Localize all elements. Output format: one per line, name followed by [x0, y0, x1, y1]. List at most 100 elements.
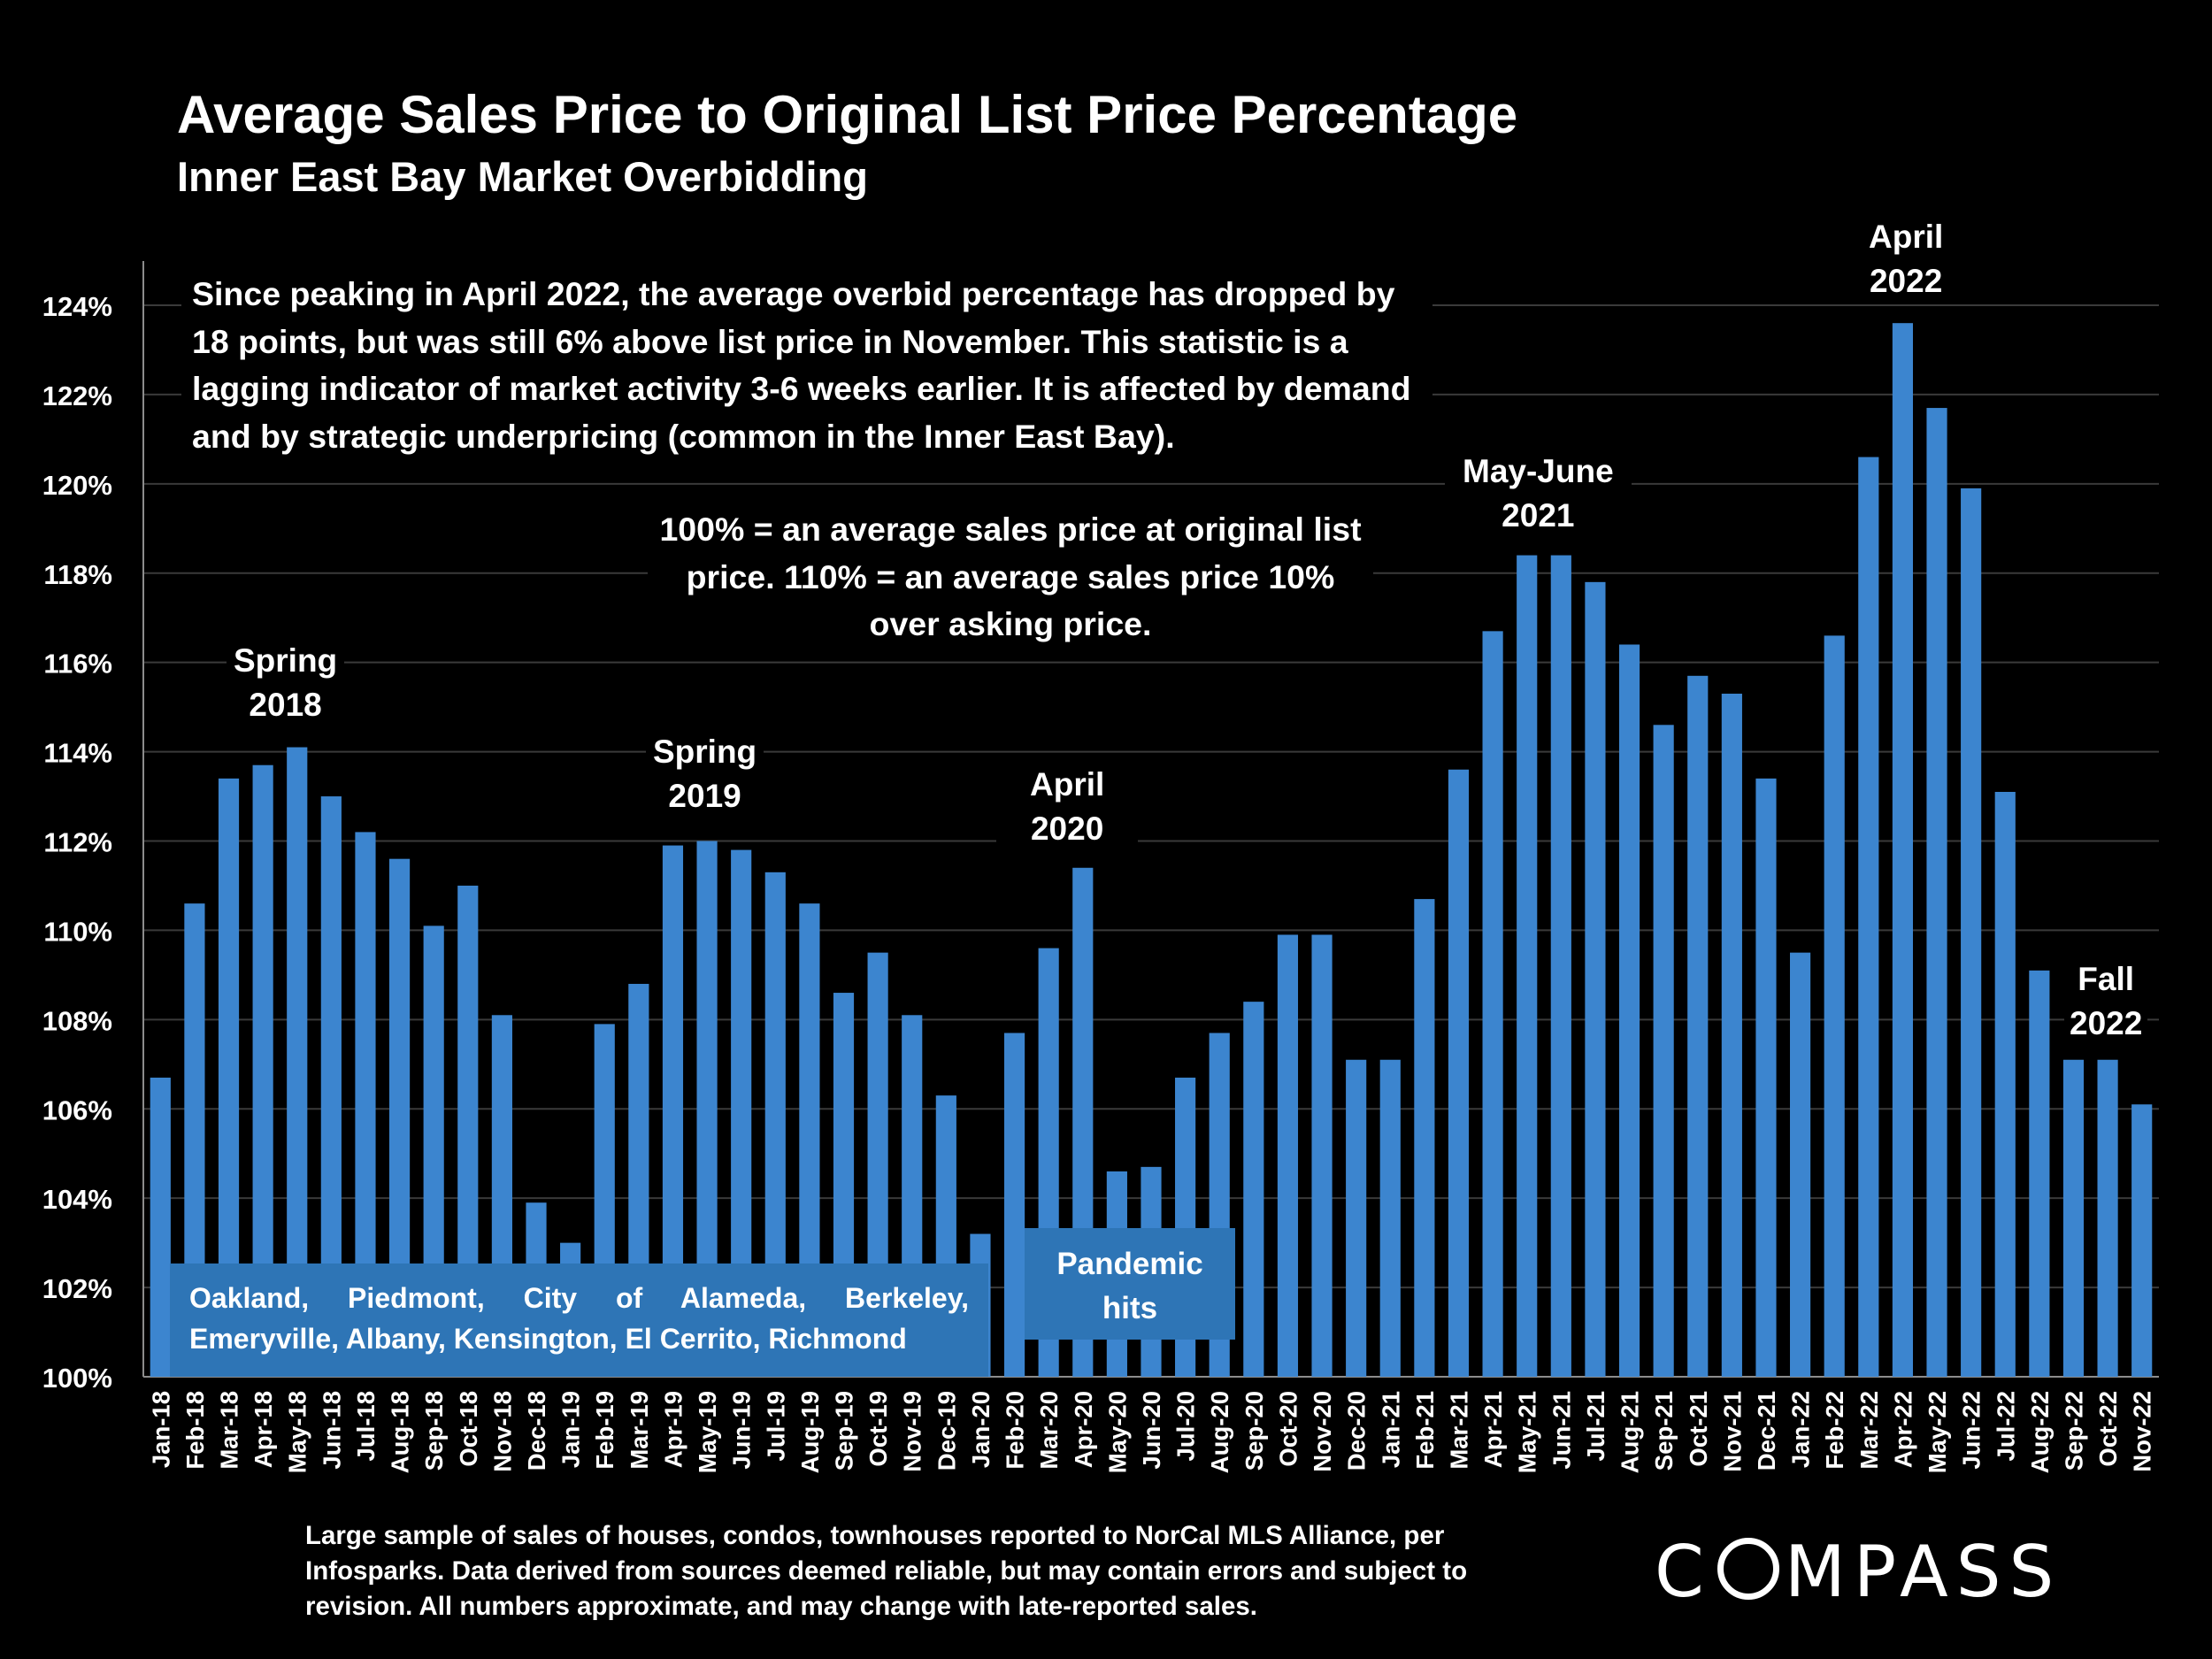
x-tick-label: Mar-18	[216, 1391, 243, 1470]
bar	[1961, 488, 1982, 1377]
chart-title: Average Sales Price to Original List Pri…	[177, 85, 1518, 144]
x-tick-label: Jun-20	[1138, 1391, 1165, 1470]
x-tick-label: Jan-20	[967, 1391, 995, 1468]
y-tick-label: 108%	[42, 1005, 112, 1036]
bar	[1448, 769, 1470, 1377]
y-tick-label: 110%	[43, 916, 112, 947]
bar	[1653, 725, 1674, 1377]
y-tick-label: 114%	[43, 738, 112, 769]
bar	[1311, 934, 1333, 1377]
x-tick-label: Mar-21	[1445, 1391, 1472, 1470]
logo-text-left: C	[1655, 1531, 1712, 1613]
source-footnote: Large sample of sales of houses, condos,…	[305, 1521, 1468, 1621]
x-tick-label: May-21	[1514, 1391, 1541, 1473]
x-tick-label: Sep-22	[2060, 1391, 2087, 1471]
x-tick-label: Mar-22	[1855, 1391, 1883, 1470]
x-tick-label: Jul-21	[1582, 1391, 1609, 1461]
logo-text-right: MPASS	[1784, 1531, 2062, 1613]
y-tick-label: 100%	[42, 1363, 112, 1394]
annotation-may-june-2021: May-June 2021	[1445, 449, 1632, 538]
y-tick-label: 118%	[43, 559, 112, 590]
x-tick-label: Dec-20	[1343, 1391, 1371, 1471]
y-tick-label: 112%	[43, 827, 112, 858]
y-tick-label: 120%	[42, 470, 112, 501]
bar	[1687, 675, 1709, 1377]
x-tick-label: May-22	[1924, 1391, 1951, 1473]
x-tick-label: Jul-18	[352, 1391, 380, 1461]
x-tick-label: Jun-21	[1548, 1391, 1575, 1470]
bar	[799, 903, 820, 1377]
x-tick-label: Jun-19	[728, 1391, 756, 1470]
bar	[1755, 778, 1777, 1377]
x-tick-label: Apr-19	[659, 1391, 687, 1468]
x-tick-label: Mar-19	[626, 1391, 653, 1470]
bar	[1824, 635, 1845, 1377]
bar	[388, 858, 411, 1377]
x-tick-label: Sep-19	[831, 1391, 858, 1471]
bar	[457, 885, 479, 1377]
x-tick-label: Jan-19	[557, 1391, 585, 1468]
definition-note: 100% = an average sales price at origina…	[648, 503, 1373, 652]
y-tick-label: 104%	[42, 1184, 112, 1215]
bar	[764, 872, 786, 1377]
bar	[355, 832, 376, 1377]
bar	[184, 903, 205, 1377]
x-tick-label: Jul-22	[1992, 1391, 2019, 1461]
y-tick-label: 122%	[42, 380, 112, 411]
x-tick-label: Oct-22	[2094, 1391, 2122, 1467]
bar	[662, 845, 684, 1377]
x-tick-label: Jun-22	[1958, 1391, 1985, 1470]
x-tick-label: May-20	[1103, 1391, 1131, 1473]
x-tick-label: Apr-20	[1070, 1391, 1097, 1468]
x-tick-label: Aug-19	[796, 1391, 824, 1473]
bar	[1721, 693, 1742, 1377]
x-tick-label: Nov-21	[1718, 1391, 1746, 1472]
bar	[1892, 323, 1914, 1377]
y-tick-label: 124%	[42, 291, 112, 322]
bar	[1858, 457, 1879, 1377]
x-tick-label: Feb-20	[1002, 1391, 1029, 1470]
x-tick-label: Feb-18	[181, 1391, 209, 1470]
x-tick-label: Nov-22	[2129, 1391, 2156, 1472]
x-tick-label: Oct-21	[1685, 1391, 1712, 1467]
x-tick-label: Dec-18	[523, 1391, 550, 1471]
x-tick-label: Jun-18	[318, 1391, 345, 1470]
x-tick-label: Jan-18	[147, 1391, 174, 1468]
x-tick-label: Dec-21	[1753, 1391, 1780, 1471]
bar	[1585, 581, 1606, 1377]
x-tick-label: Apr-18	[250, 1391, 277, 1468]
annotation-april-2022: April 2022	[1842, 215, 1970, 303]
x-tick-label: Sep-20	[1240, 1391, 1268, 1471]
x-tick-label: May-18	[284, 1391, 311, 1473]
x-tick-label: Nov-18	[488, 1391, 516, 1472]
x-tick-label: Aug-18	[387, 1391, 414, 1473]
bar	[1277, 934, 1299, 1377]
annotation-fall-2022: Fall 2022	[2064, 957, 2148, 1046]
bar	[1003, 1033, 1025, 1377]
bar	[2029, 970, 2050, 1377]
bar	[2131, 1104, 2153, 1377]
y-tick-label: 102%	[42, 1273, 112, 1304]
x-tick-label: Feb-19	[591, 1391, 618, 1470]
bar	[1243, 1002, 1264, 1377]
bar	[1482, 631, 1503, 1377]
bar	[320, 796, 342, 1377]
y-tick-label: 116%	[43, 649, 112, 680]
bar	[1618, 644, 1640, 1377]
bar	[731, 849, 752, 1377]
bar	[1346, 1059, 1367, 1377]
x-tick-label: Mar-20	[1035, 1391, 1063, 1470]
bar	[1379, 1059, 1401, 1377]
annotation-april-2020: April 2020	[996, 763, 1139, 851]
bar	[696, 841, 718, 1377]
x-tick-label: Feb-22	[1821, 1391, 1848, 1470]
x-tick-label: May-19	[694, 1391, 721, 1473]
bar	[1517, 555, 1538, 1377]
x-tick-label: Jul-20	[1172, 1391, 1200, 1461]
x-tick-label: Oct-20	[1274, 1391, 1302, 1467]
x-tick-label: Jul-19	[762, 1391, 789, 1461]
compass-o-icon	[1717, 1538, 1779, 1600]
bar	[2062, 1059, 2085, 1377]
bar	[2097, 1059, 2118, 1377]
